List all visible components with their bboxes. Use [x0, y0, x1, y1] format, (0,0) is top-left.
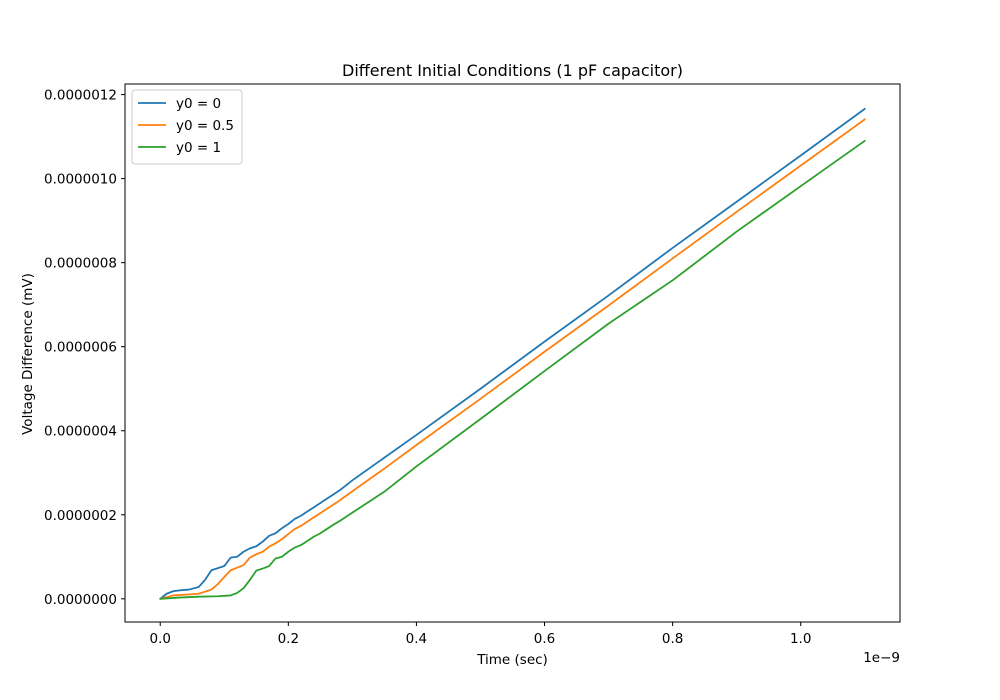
y-tick-label: 0.0000010: [44, 172, 117, 188]
x-tick-label: 0.2: [278, 631, 299, 647]
x-tick-label: 0.8: [662, 631, 683, 647]
x-axis-ticks: 0.0 0.2 0.4 0.6 0.8 1.0: [149, 622, 811, 647]
legend-entry-label: y0 = 1: [176, 140, 221, 156]
y-axis-ticks: 0.0000000 0.0000002 0.0000004 0.0000006 0.00…: [44, 88, 125, 608]
x-tick-label: 0.0: [149, 631, 170, 647]
series-line-2: [159, 118, 866, 600]
x-tick-label: 1.0: [790, 631, 811, 647]
y-tick-label: 0.0000000: [44, 592, 117, 608]
y-tick-label: 0.0000004: [44, 424, 117, 440]
series-line-1: [159, 107, 866, 600]
y-tick-label: 0.0000002: [44, 508, 117, 524]
y-tick-label: 0.0000008: [44, 256, 117, 272]
chart-title: Different Initial Conditions (1 pF capac…: [342, 61, 683, 80]
legend: y0 = 0 y0 = 0.5 y0 = 1: [131, 89, 243, 165]
legend-entry-label: y0 = 0: [176, 96, 221, 112]
series-layer: [159, 107, 866, 600]
x-axis-offset-label: 1e−9: [863, 650, 900, 666]
legend-entry-label: y0 = 0.5: [176, 118, 234, 134]
x-tick-label: 0.6: [534, 631, 555, 647]
y-tick-label: 0.0000012: [44, 88, 117, 104]
axes-frame: [124, 83, 901, 623]
x-axis-label: Time (sec): [476, 652, 548, 668]
legend-box: [131, 89, 243, 165]
y-tick-label: 0.0000006: [44, 340, 117, 356]
y-axis-label: Voltage Difference (mV): [20, 273, 36, 435]
x-tick-label: 0.4: [406, 631, 427, 647]
series-line-3: [159, 139, 866, 600]
